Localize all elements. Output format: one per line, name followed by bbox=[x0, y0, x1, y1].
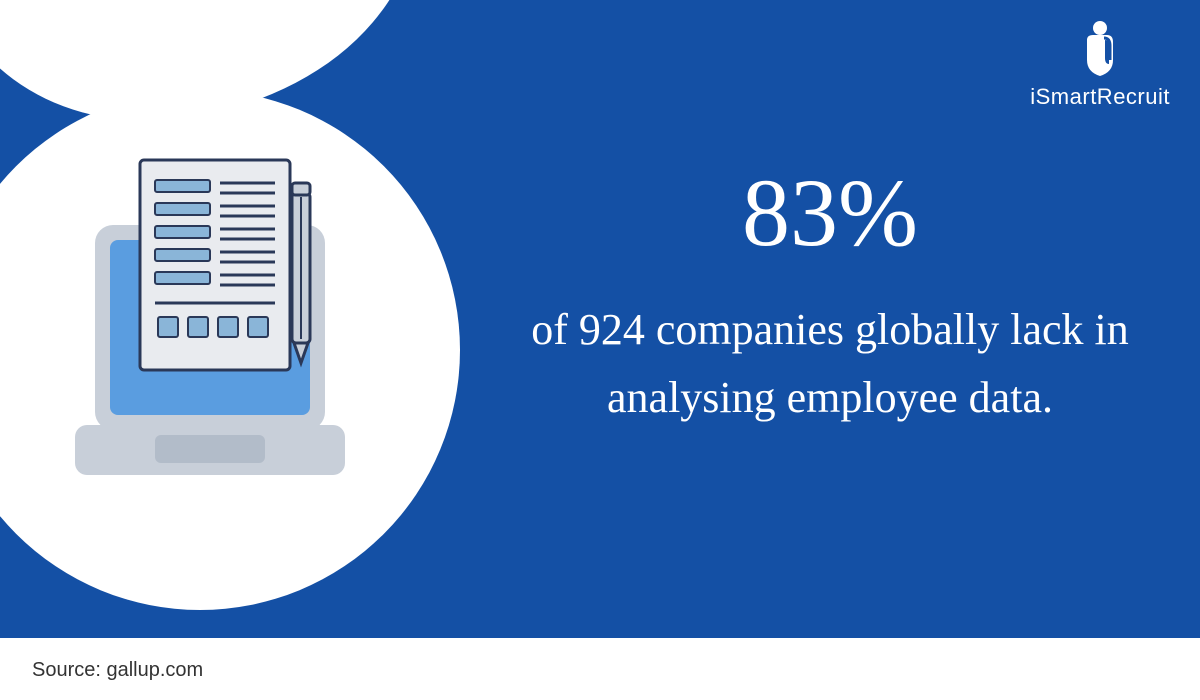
laptop-document-illustration bbox=[60, 155, 360, 495]
stat-description: of 924 companies globally lack in analys… bbox=[510, 296, 1150, 432]
stat-percent: 83% bbox=[510, 160, 1150, 266]
brand-logo-icon bbox=[1075, 20, 1125, 78]
source-attribution: Source: gallup.com bbox=[32, 659, 203, 682]
brand-name: iSmartRecruit bbox=[1030, 84, 1170, 110]
stat-block: 83% of 924 companies globally lack in an… bbox=[510, 160, 1150, 432]
brand-logo: iSmartRecruit bbox=[1030, 20, 1170, 110]
pen-icon bbox=[292, 183, 310, 363]
